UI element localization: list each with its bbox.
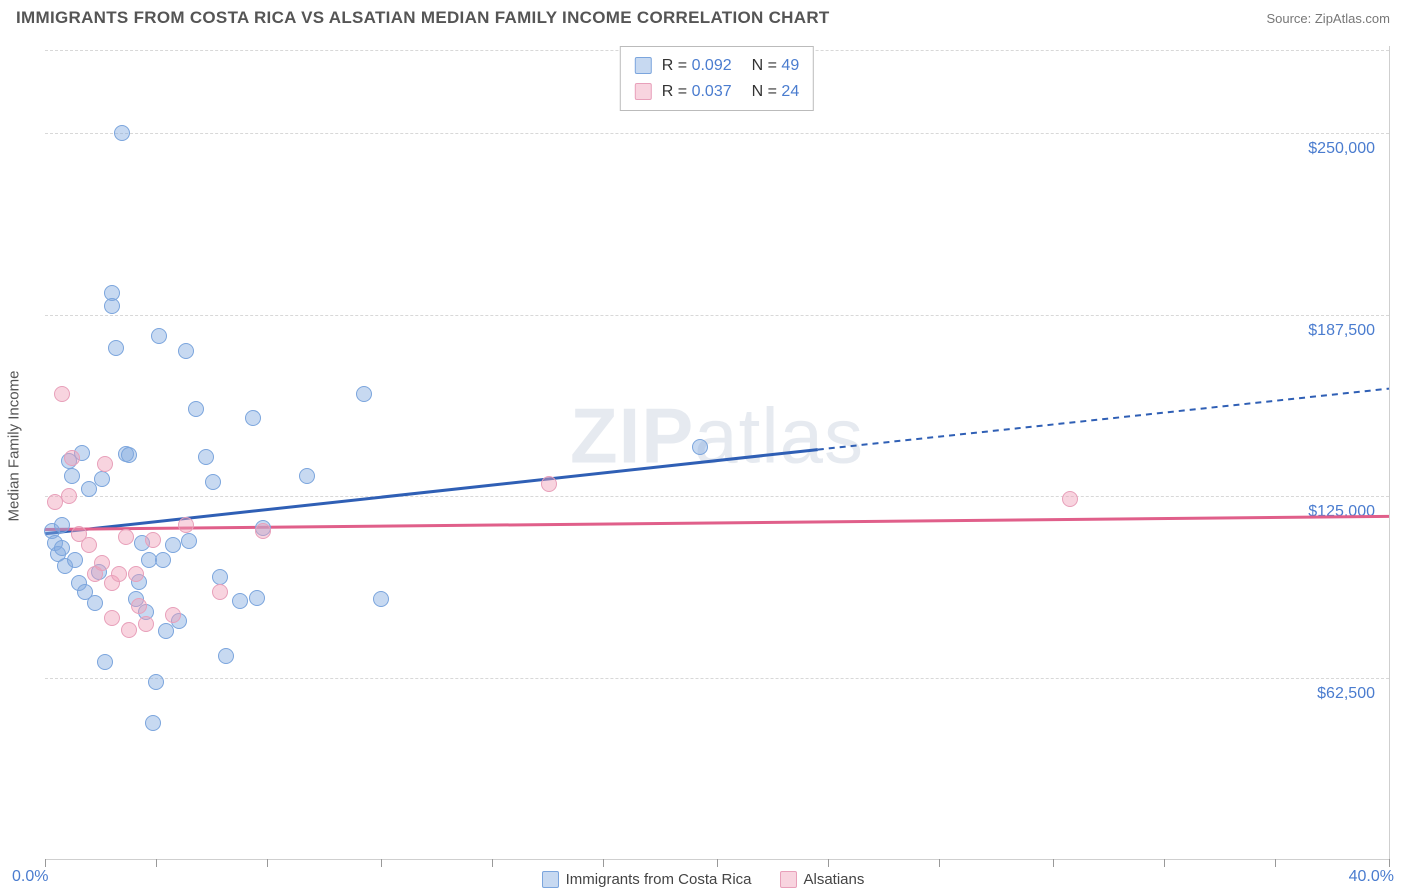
scatter-point	[128, 566, 144, 582]
scatter-point	[178, 517, 194, 533]
x-tick	[156, 859, 157, 867]
scatter-point	[94, 555, 110, 571]
scatter-point	[121, 447, 137, 463]
x-tick	[603, 859, 604, 867]
scatter-point	[81, 537, 97, 553]
x-tick	[492, 859, 493, 867]
scatter-point	[218, 648, 234, 664]
x-axis-max-label: 40.0%	[1349, 868, 1394, 886]
scatter-point	[67, 552, 83, 568]
scatter-point	[138, 616, 154, 632]
scatter-point	[245, 410, 261, 426]
scatter-point	[64, 468, 80, 484]
scatter-point	[114, 125, 130, 141]
stats-legend-box: R = 0.092 N = 49 R = 0.037 N = 24	[620, 46, 814, 111]
scatter-point	[118, 529, 134, 545]
scatter-point	[212, 584, 228, 600]
chart-header: IMMIGRANTS FROM COSTA RICA VS ALSATIAN M…	[0, 0, 1406, 32]
chart-plot-area: ZIPatlas R = 0.092N = 49R = 0.037N = 24 …	[45, 46, 1390, 860]
legend-label: Alsatians	[804, 871, 865, 888]
scatter-point	[148, 674, 164, 690]
scatter-point	[158, 623, 174, 639]
x-tick	[1053, 859, 1054, 867]
scatter-point	[64, 450, 80, 466]
stat-r-label: R = 0.092	[662, 53, 732, 79]
trend-lines-svg	[45, 46, 1389, 859]
x-tick	[828, 859, 829, 867]
trend-line-extension	[818, 389, 1389, 450]
scatter-point	[299, 468, 315, 484]
scatter-point	[541, 476, 557, 492]
scatter-point	[181, 533, 197, 549]
x-tick	[1275, 859, 1276, 867]
scatter-point	[178, 343, 194, 359]
x-axis-min-label: 0.0%	[12, 868, 48, 886]
scatter-point	[151, 328, 167, 344]
x-tick	[1164, 859, 1165, 867]
scatter-point	[155, 552, 171, 568]
legend-swatch	[542, 871, 559, 888]
scatter-point	[104, 298, 120, 314]
stats-legend-row: R = 0.092 N = 49	[635, 53, 799, 79]
scatter-point	[188, 401, 204, 417]
scatter-point	[249, 590, 265, 606]
legend-item: Immigrants from Costa Rica	[542, 871, 752, 888]
series-legend: Immigrants from Costa Rica Alsatians	[0, 871, 1406, 888]
y-axis-label: Median Family Income	[6, 295, 23, 446]
scatter-point	[373, 591, 389, 607]
chart-title: IMMIGRANTS FROM COSTA RICA VS ALSATIAN M…	[16, 8, 830, 28]
legend-label: Immigrants from Costa Rica	[566, 871, 752, 888]
stat-r-label: R = 0.037	[662, 79, 732, 105]
x-tick	[381, 859, 382, 867]
scatter-point	[692, 439, 708, 455]
scatter-point	[108, 340, 124, 356]
x-tick	[939, 859, 940, 867]
legend-swatch	[635, 57, 652, 74]
legend-item: Alsatians	[780, 871, 865, 888]
stat-n-label: N = 24	[752, 79, 800, 105]
scatter-point	[81, 481, 97, 497]
scatter-point	[165, 537, 181, 553]
scatter-point	[198, 449, 214, 465]
scatter-point	[54, 517, 70, 533]
x-tick	[717, 859, 718, 867]
scatter-point	[104, 610, 120, 626]
scatter-point	[145, 715, 161, 731]
scatter-point	[165, 607, 181, 623]
stat-n-label: N = 49	[752, 53, 800, 79]
scatter-point	[94, 471, 110, 487]
scatter-point	[111, 566, 127, 582]
scatter-point	[61, 488, 77, 504]
legend-swatch	[635, 83, 652, 100]
scatter-point	[121, 622, 137, 638]
scatter-point	[232, 593, 248, 609]
scatter-point	[54, 386, 70, 402]
x-tick	[267, 859, 268, 867]
x-tick	[45, 859, 46, 867]
trend-line	[45, 516, 1389, 529]
scatter-point	[97, 654, 113, 670]
stats-legend-row: R = 0.037 N = 24	[635, 79, 799, 105]
scatter-point	[54, 540, 70, 556]
x-tick	[1389, 859, 1390, 867]
trend-line	[45, 450, 818, 534]
scatter-point	[145, 532, 161, 548]
scatter-point	[205, 474, 221, 490]
scatter-point	[255, 523, 271, 539]
scatter-point	[97, 456, 113, 472]
scatter-point	[356, 386, 372, 402]
scatter-point	[1062, 491, 1078, 507]
scatter-point	[87, 595, 103, 611]
legend-swatch	[780, 871, 797, 888]
source-citation: Source: ZipAtlas.com	[1266, 11, 1390, 26]
scatter-point	[131, 598, 147, 614]
